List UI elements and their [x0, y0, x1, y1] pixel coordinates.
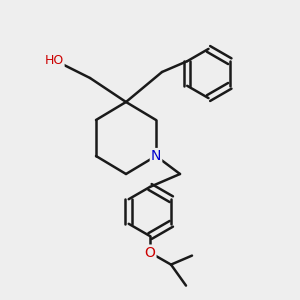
Text: N: N: [151, 149, 161, 163]
Text: O: O: [145, 246, 155, 260]
Text: HO: HO: [44, 53, 64, 67]
